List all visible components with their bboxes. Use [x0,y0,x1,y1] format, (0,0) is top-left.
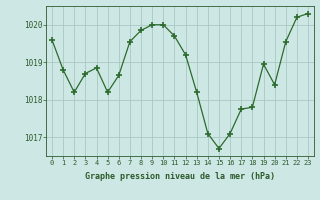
X-axis label: Graphe pression niveau de la mer (hPa): Graphe pression niveau de la mer (hPa) [85,172,275,181]
